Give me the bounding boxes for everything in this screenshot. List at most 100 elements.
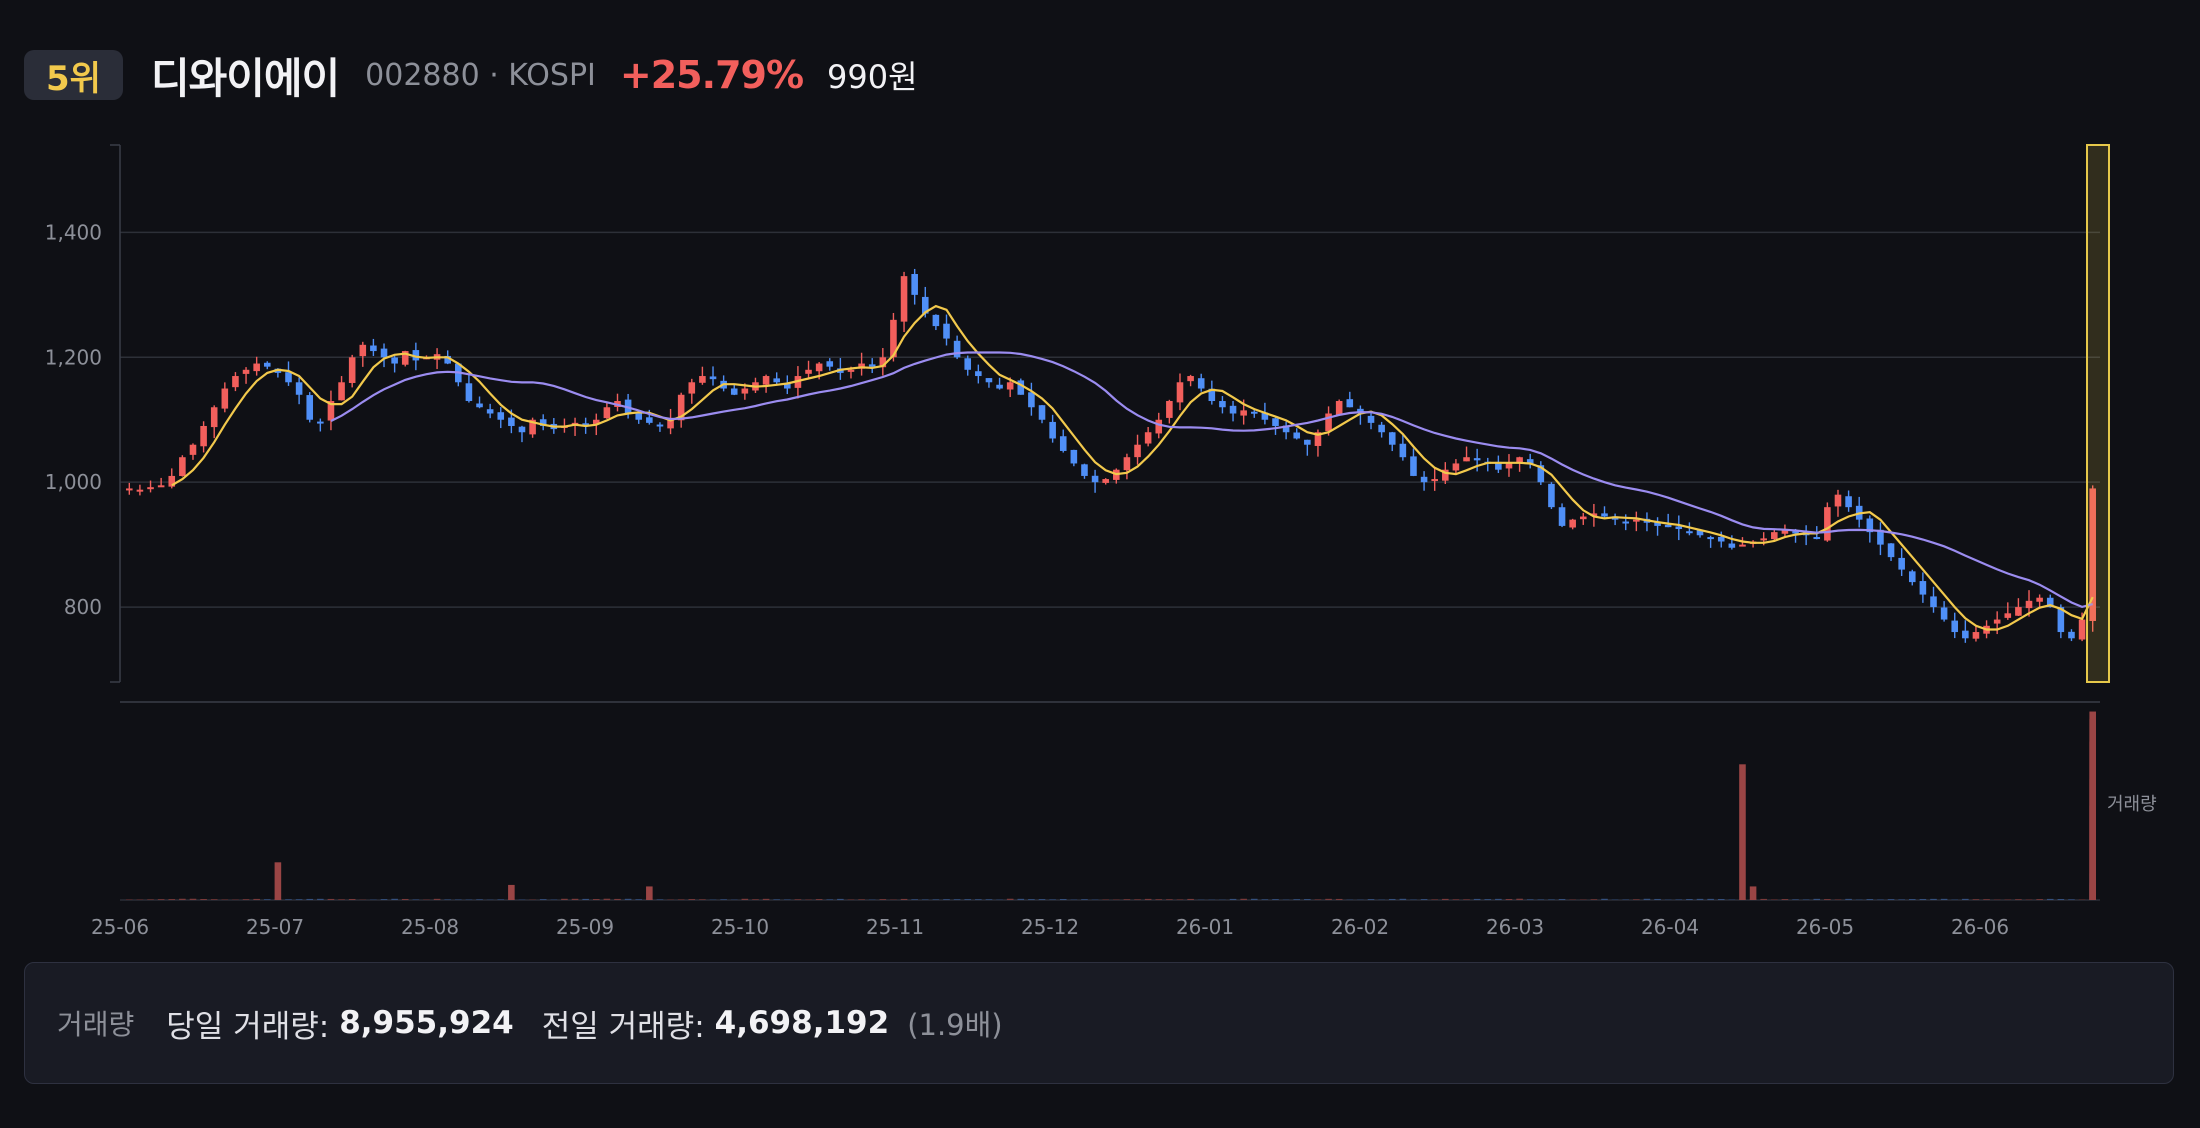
volume-bar [847, 899, 855, 900]
volume-bar [1325, 898, 1332, 900]
volume-bar [1739, 764, 1746, 900]
volume-bar [1717, 898, 1725, 900]
volume-bar [1293, 899, 1301, 900]
volume-bar [1898, 899, 1905, 900]
candle-body [2004, 613, 2012, 618]
candle-body [1675, 526, 1683, 530]
volume-bar [1548, 899, 1555, 900]
volume-bar [1144, 898, 1152, 900]
candle-body [1155, 419, 1163, 434]
candle-body [1898, 557, 1905, 570]
volume-bar [1877, 899, 1884, 900]
candle-body [1707, 537, 1714, 540]
candle-body [1038, 405, 1046, 420]
candle-body [773, 378, 780, 383]
candle-body [1261, 412, 1269, 420]
volume-bar [1845, 898, 1852, 900]
candle-body [1558, 507, 1566, 526]
candle-body [1633, 519, 1640, 522]
volume-bar [953, 899, 961, 900]
candle-body [858, 363, 865, 369]
candle-body [1845, 496, 1852, 508]
candle-body [1717, 536, 1725, 542]
volume-bar [391, 898, 398, 900]
price-chart[interactable]: 800 1,000 1,200 1,400 25-06 25-07 25-08 25-09 25… [0, 130, 2200, 950]
candle-body [1622, 521, 1630, 524]
volume-bar [1081, 899, 1088, 900]
volume-bar [1781, 899, 1789, 900]
volume-bar [1123, 899, 1131, 900]
volume-bar [699, 899, 706, 900]
volume-bar [253, 898, 260, 900]
volume-bar [837, 898, 844, 900]
candle-body [582, 423, 589, 426]
volume-bar [921, 899, 929, 900]
volume-bar [1590, 899, 1598, 900]
candle-body [985, 378, 993, 383]
candle-body [1972, 632, 1980, 639]
volume-bar [317, 898, 324, 900]
candle-body [1144, 432, 1152, 444]
volume-bar [1272, 899, 1279, 900]
today-volume-label: 당일 거래량: [166, 1008, 330, 1045]
volume-bar [1962, 898, 1969, 900]
volume-bar [1049, 899, 1056, 900]
volume-bar [1134, 899, 1141, 900]
y-tick-label: 1,000 [45, 470, 102, 494]
volume-bar [762, 898, 770, 900]
volume-bar [1526, 899, 1534, 900]
candle-body [1579, 516, 1587, 520]
candle-body [1495, 461, 1502, 470]
candle-body [1229, 405, 1237, 414]
volume-bar [985, 899, 993, 900]
x-tick-label: 26-05 [1796, 915, 1854, 939]
volume-bar [1388, 898, 1396, 900]
candle-body [815, 363, 823, 372]
x-tick-label: 25-12 [1021, 915, 1079, 939]
candle-body [253, 363, 260, 372]
candle-body [486, 409, 494, 414]
volume-bar [157, 899, 165, 900]
candle-body [1059, 436, 1067, 451]
candle-body [900, 276, 908, 322]
candle-body [1187, 376, 1194, 382]
volume-bar [126, 899, 133, 900]
candle-body [126, 488, 133, 491]
volume-bar [1654, 898, 1661, 900]
candle-body [359, 344, 367, 357]
volume-bar [624, 898, 632, 900]
candle-body [932, 314, 940, 327]
volume-bar [444, 899, 451, 900]
candle-body [1197, 378, 1205, 389]
candle-body [285, 372, 292, 383]
stock-code-market: 002880 · KOSPI [365, 57, 596, 93]
x-tick-label: 26-06 [1951, 915, 2009, 939]
candle-body [1951, 620, 1959, 633]
candle-body [1792, 531, 1799, 534]
volume-bar [582, 898, 589, 900]
volume-bar [964, 899, 972, 900]
candle-body [1272, 418, 1279, 426]
candle-body [465, 383, 473, 402]
volume-bar [1940, 898, 1948, 900]
candle-body [1590, 513, 1598, 517]
candle-body [762, 376, 770, 385]
volume-bar [1261, 899, 1269, 900]
candle-body [476, 403, 483, 408]
candle-body [868, 364, 876, 367]
candle-body [1378, 424, 1385, 433]
candle-body [1176, 382, 1184, 403]
candle-body [1569, 519, 1576, 528]
candle-body [200, 425, 207, 447]
candle-body [2046, 597, 2054, 608]
volume-bar [1813, 898, 1821, 900]
volume-bar [401, 898, 409, 900]
volume-axis-label: 거래량 [2107, 794, 2157, 815]
candle-body [677, 394, 685, 421]
volume-bar [1930, 898, 1937, 900]
volume-summary-panel: 거래량 당일 거래량: 8,955,924 전일 거래량: 4,698,192 … [24, 962, 2174, 1084]
candle-body [1696, 530, 1704, 536]
volume-bar [210, 899, 218, 900]
candle-body [1399, 443, 1407, 458]
volume-bar [879, 899, 887, 900]
